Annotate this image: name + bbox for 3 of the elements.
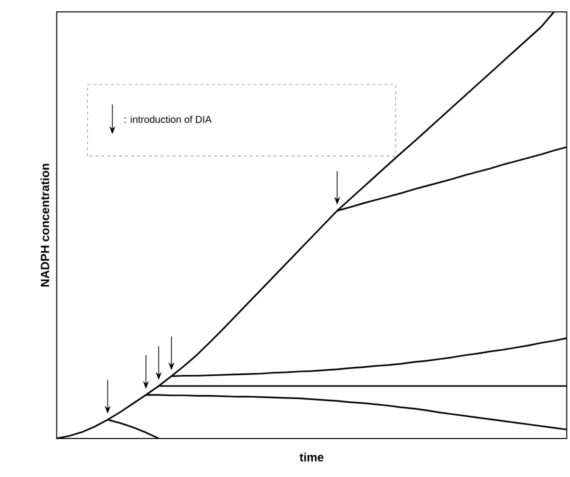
x-axis-title: time	[300, 452, 324, 462]
annotation: : introduction of DIA	[124, 116, 212, 123]
y-axis-title: NADPH concentration	[40, 164, 50, 286]
